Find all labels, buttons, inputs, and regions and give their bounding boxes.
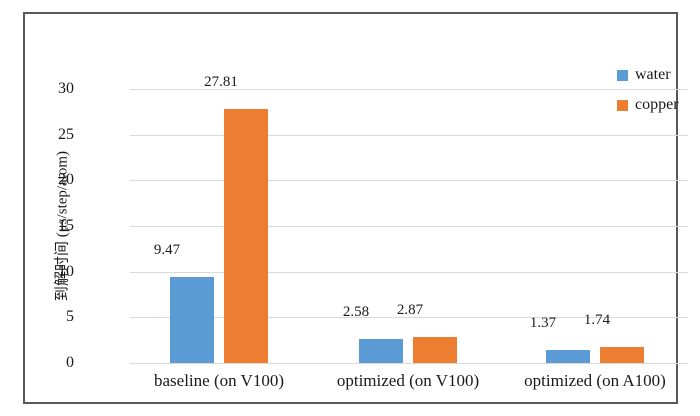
gridline	[130, 317, 688, 318]
bar-copper	[413, 337, 457, 363]
legend-swatch-water	[617, 69, 628, 81]
value-label: 2.87	[396, 302, 424, 318]
value-label: 1.37	[529, 315, 557, 331]
bar-copper	[224, 109, 268, 363]
bar-water	[170, 277, 214, 363]
y-tick-label: 30	[58, 80, 74, 97]
gridline	[130, 226, 688, 227]
y-tick-label: 20	[58, 171, 74, 188]
legend-label: copper	[635, 96, 679, 113]
gridline	[130, 89, 688, 90]
gridline	[130, 363, 688, 364]
category-label: baseline (on V100)	[154, 371, 284, 390]
legend-item-water: water	[617, 66, 671, 84]
bar-water	[546, 350, 590, 363]
value-label: 1.74	[583, 312, 611, 328]
y-tick-label: 0	[66, 354, 74, 371]
y-tick-label: 15	[58, 217, 74, 234]
y-tick-label: 10	[58, 263, 74, 280]
value-label: 27.81	[204, 74, 238, 90]
value-label: 2.58	[342, 304, 370, 320]
legend-swatch-copper	[617, 99, 628, 111]
chart-border-frame: 到解时间 (μs/step/atom) 0 5 10 15 20 25 30 baselin…	[23, 12, 688, 404]
plot-area	[130, 89, 688, 364]
gridline	[130, 135, 688, 136]
value-label: 9.47	[153, 242, 181, 258]
legend-item-copper: copper	[617, 96, 679, 114]
legend-label: water	[635, 66, 671, 83]
gridline	[130, 272, 688, 273]
bar-copper	[600, 347, 644, 363]
bar-water	[359, 339, 403, 363]
gridline	[130, 180, 688, 181]
y-tick-label: 25	[58, 126, 74, 143]
category-label: optimized (on A100)	[524, 371, 666, 390]
y-tick-label: 5	[66, 308, 74, 325]
category-label: optimized (on V100)	[336, 371, 480, 390]
